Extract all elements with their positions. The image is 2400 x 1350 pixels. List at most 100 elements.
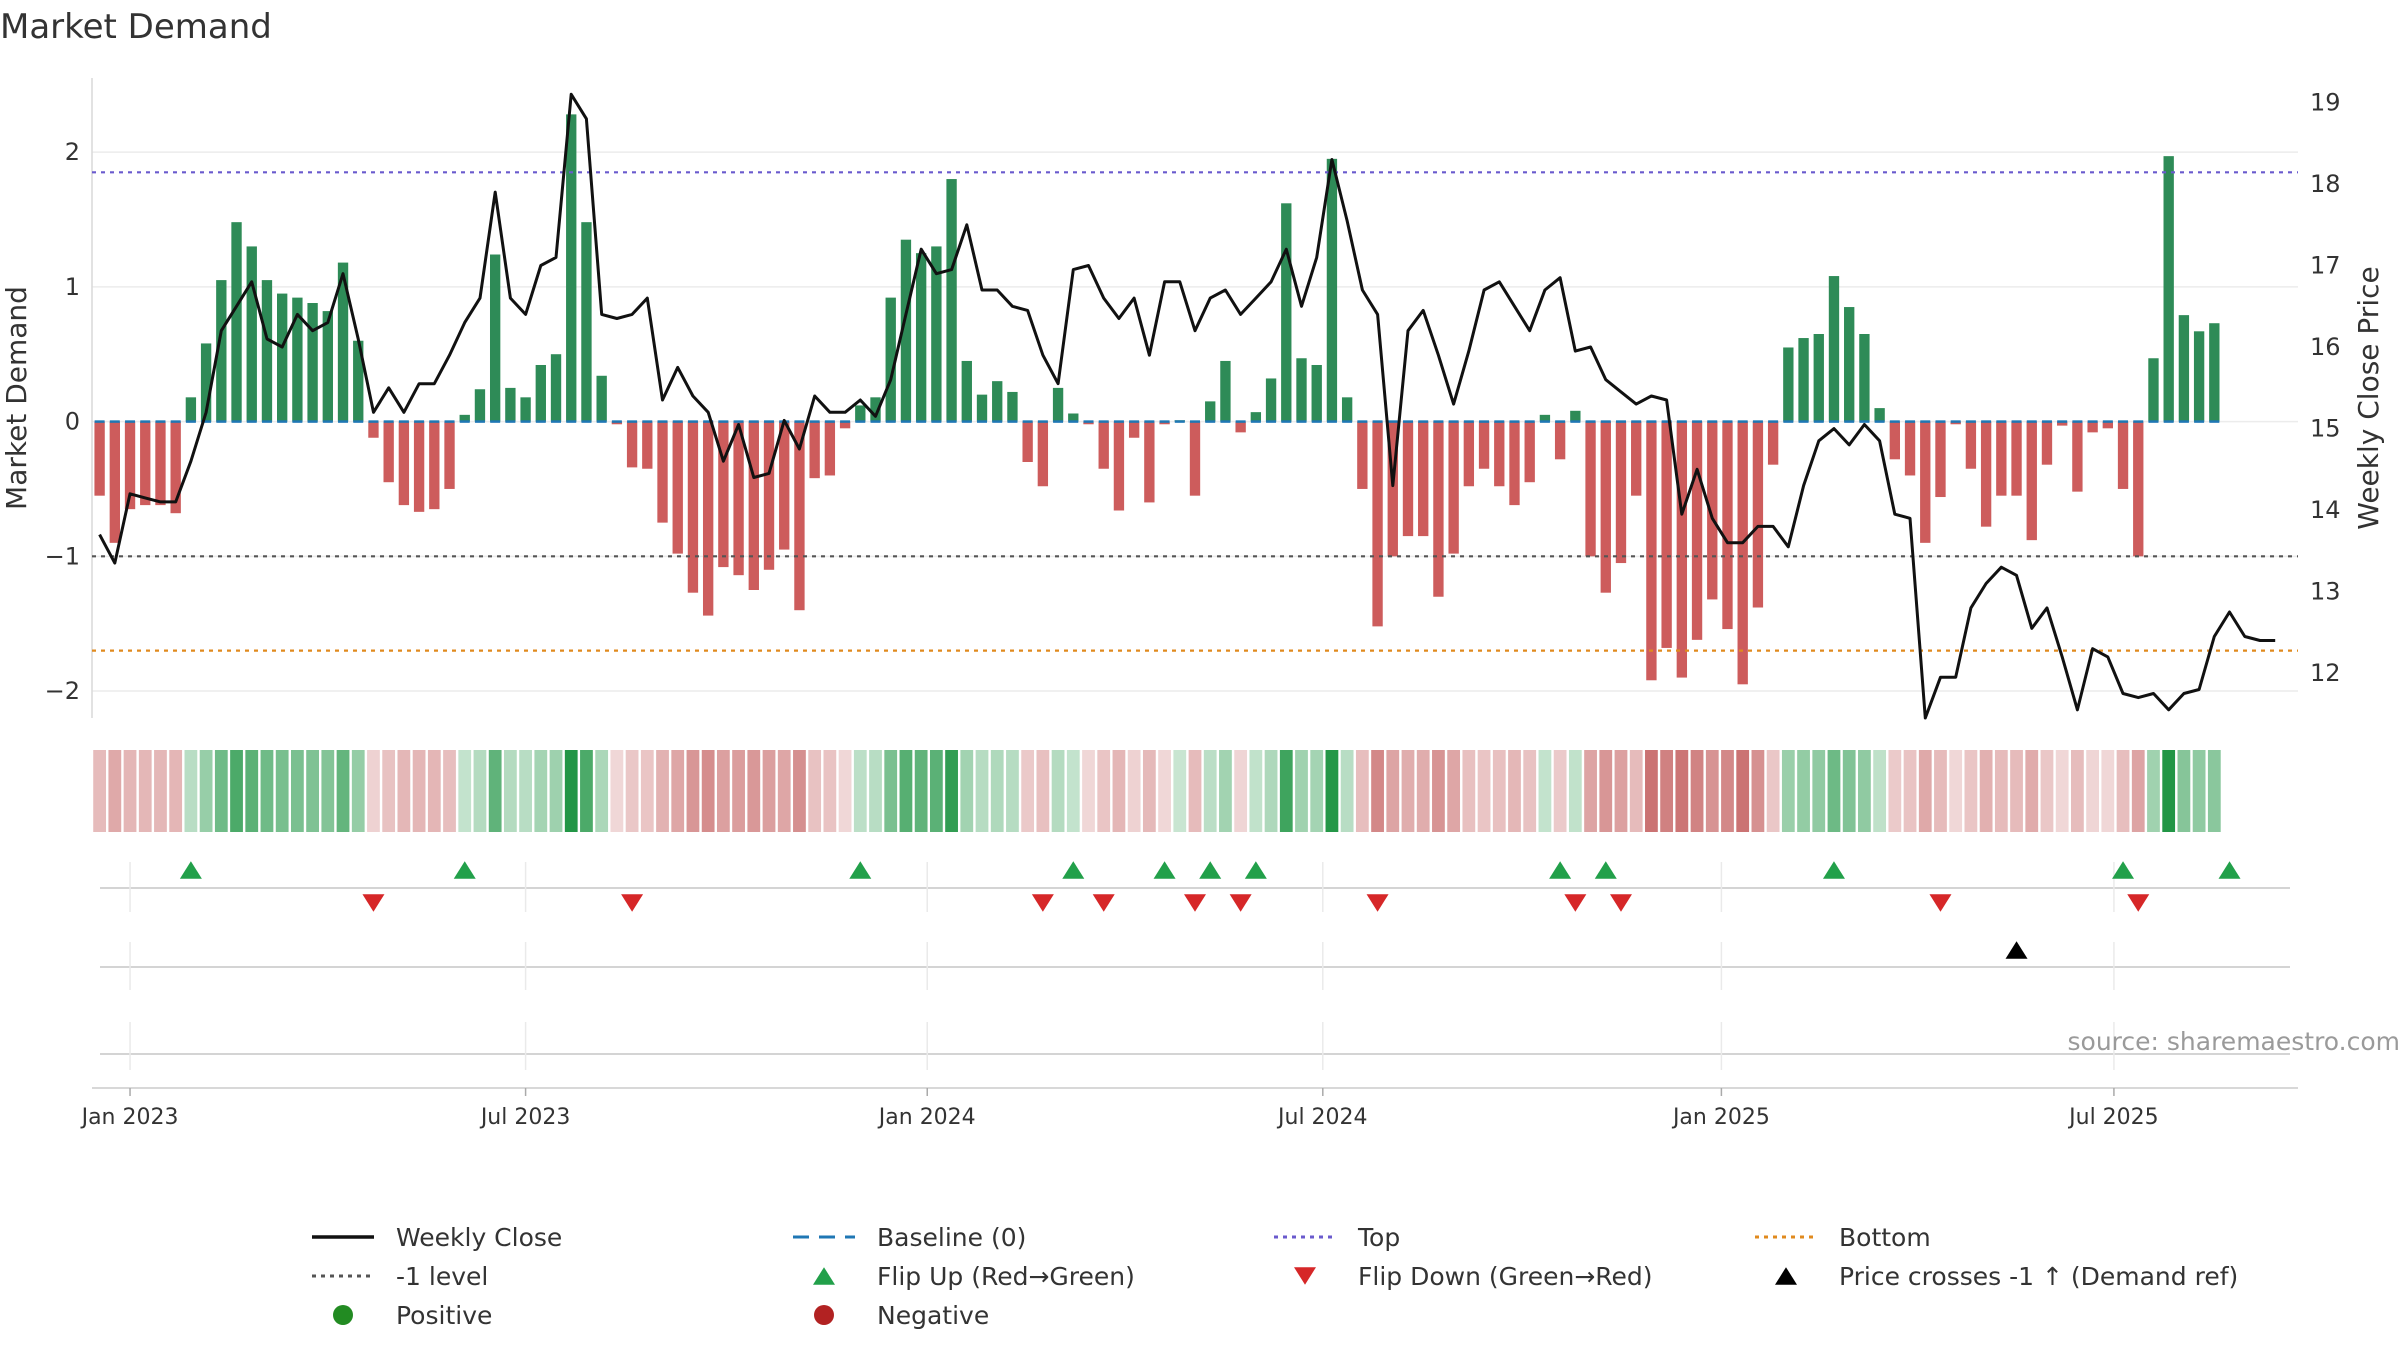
demand-bar	[216, 280, 227, 422]
demand-bar	[109, 421, 120, 543]
demand-bar	[1691, 421, 1703, 640]
demand-bar	[200, 343, 212, 422]
demand-bar	[261, 280, 273, 422]
y-tick-label: 1	[65, 273, 80, 301]
heat-cell	[1629, 750, 1643, 832]
heat-cell	[1021, 750, 1035, 832]
legend-swatch-negative	[814, 1305, 834, 1325]
demand-bar	[474, 389, 486, 422]
heat-cell	[625, 750, 639, 832]
event-marker-rows	[100, 862, 2290, 1070]
demand-bar	[1083, 421, 1094, 425]
flip-down-marker	[1229, 894, 1252, 912]
heat-cell	[184, 750, 198, 832]
heat-cell	[2010, 750, 2023, 832]
heat-cell	[1568, 750, 1582, 832]
demand-bar	[2209, 323, 2220, 422]
demand-bar	[1265, 378, 1277, 422]
demand-bar	[976, 394, 988, 422]
demand-bar	[1144, 421, 1155, 503]
heat-cell	[640, 750, 654, 832]
y-axis-label: Market Demand	[0, 286, 33, 510]
heat-cell	[929, 750, 943, 832]
heat-cell	[1934, 750, 1947, 832]
heat-cell	[1447, 750, 1461, 832]
demand-bar	[1494, 421, 1505, 487]
demand-bar	[1250, 412, 1262, 422]
y-tick-label: −2	[45, 677, 80, 705]
heat-cell	[1675, 750, 1689, 832]
heat-cell	[214, 750, 228, 832]
heat-cell	[1036, 750, 1050, 832]
heat-cell	[1462, 750, 1476, 832]
heat-cell	[458, 750, 472, 832]
demand-bar	[292, 297, 303, 422]
heat-cell	[777, 750, 791, 832]
heat-cell	[199, 750, 213, 832]
heat-cell	[397, 750, 411, 832]
heat-cell	[1066, 750, 1080, 832]
demand-bar	[1904, 421, 1916, 476]
demand-bar	[1798, 338, 1809, 422]
flip-up-marker	[1822, 861, 1845, 879]
y2-tick-label: 19	[2310, 88, 2341, 116]
demand-bar	[520, 397, 531, 422]
heat-cell	[671, 750, 685, 832]
heat-cell	[747, 750, 761, 832]
demand-bar	[1052, 387, 1064, 422]
flip-down-marker	[1929, 894, 1952, 912]
y2-axis-label: Weekly Close Price	[2352, 266, 2385, 529]
heat-cell	[899, 750, 913, 832]
heat-cell	[838, 750, 852, 832]
weekly-close-series	[98, 92, 2276, 720]
flip-up-markers	[179, 861, 2241, 879]
demand-bar	[1418, 421, 1429, 537]
heat-cell	[488, 750, 502, 832]
flip-up-marker	[1153, 861, 1176, 879]
demand-bar	[1235, 421, 1246, 433]
heat-cell	[1751, 750, 1765, 832]
heat-cell	[1766, 750, 1780, 832]
demand-bar	[900, 239, 912, 422]
demand-bar	[1707, 421, 1718, 600]
y-tick-label: 2	[65, 138, 80, 166]
demand-bar	[657, 421, 668, 523]
flip-down-markers	[362, 894, 2150, 912]
demand-bar	[915, 253, 927, 422]
demand-bar	[566, 114, 577, 422]
heat-cell	[1873, 750, 1887, 832]
flip-down-marker	[1609, 894, 1632, 912]
heat-cell	[473, 750, 487, 832]
demand-bar	[337, 262, 349, 422]
x-tick-label: Jul 2025	[2067, 1105, 2159, 1130]
demand-bar	[1783, 347, 1794, 422]
heat-cell	[1279, 750, 1293, 832]
demand-bar	[1646, 421, 1657, 681]
legend-swatch-flip_down	[1294, 1267, 1316, 1285]
heat-cell	[975, 750, 989, 832]
heat-cell	[1918, 750, 1932, 832]
heat-cell	[367, 750, 380, 832]
heat-cell	[716, 750, 730, 832]
demand-bar	[1463, 421, 1475, 487]
heat-cell	[503, 750, 517, 832]
demand-bar	[1022, 421, 1033, 462]
heat-cell	[169, 750, 183, 832]
legend-label-flip_up: Flip Up (Red→Green)	[877, 1262, 1135, 1291]
heat-cell	[1051, 750, 1065, 832]
demand-bar	[535, 364, 546, 422]
reference-lines	[92, 171, 2298, 652]
demand-bar	[1965, 421, 1977, 469]
heat-cell	[1006, 750, 1019, 832]
heat-cell	[1355, 750, 1369, 832]
heat-cell	[580, 750, 593, 832]
heat-cell	[686, 750, 700, 832]
demand-bar	[1661, 421, 1672, 648]
heat-cell	[1264, 750, 1278, 832]
demand-bar	[1874, 408, 1885, 422]
flip-up-marker	[453, 861, 476, 879]
demand-bars	[94, 114, 2220, 685]
demand-bar	[1509, 421, 1520, 506]
legend-label-negative: Negative	[877, 1301, 989, 1330]
